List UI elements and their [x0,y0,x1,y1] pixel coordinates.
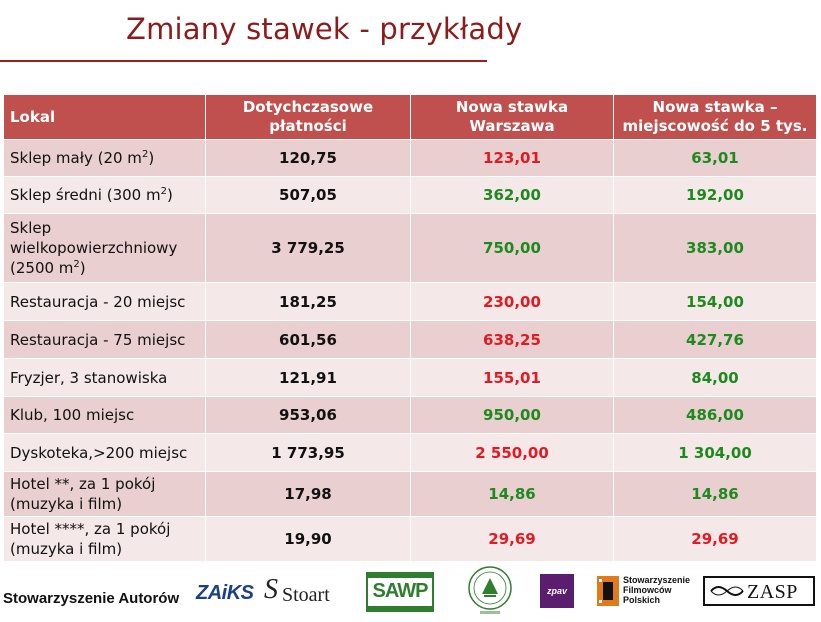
page-title: Zmiany stawek - przykłady [126,12,523,46]
row-warszawa: 2 550,00 [410,433,614,472]
stowarzyszenie-autorow-text: Stowarzyszenie Autorów [3,590,180,607]
row-small-town: 29,69 [613,516,817,562]
row-warszawa: 950,00 [410,396,614,434]
row-old: 121,91 [205,358,411,397]
header-miejscowosc: Nowa stawka – miejscowość do 5 tys. [613,94,817,140]
header-warszawa: Nowa stawka Warszawa [410,94,614,140]
zasp-logo-icon: ZASP [703,576,815,606]
sawp-bottom-bar [368,606,432,610]
title-underline [0,60,487,62]
row-warszawa: 362,00 [410,176,614,214]
row-old: 507,05 [205,176,411,214]
row-name: Hotel ****, za 1 pokój (muzyka i film) [3,516,206,562]
emblem-circle-icon [462,564,518,616]
row-name: Sklep średni (300 m2) [3,176,206,214]
table-row: Sklep średni (300 m2) 507,05 362,00 192,… [3,176,817,214]
row-warszawa: 230,00 [410,282,614,321]
table-row: Dyskoteka,>200 miejsc 1 773,95 2 550,00 … [3,433,817,472]
sawp-logo-text: SAWP [372,580,429,602]
table-row: Sklep wielkopowierzchniowy (2500 m2) 3 779… [3,213,817,283]
row-small-town: 1 304,00 [613,433,817,472]
row-name: Fryzjer, 3 stanowiska [3,358,206,397]
row-small-town: 383,00 [613,213,817,283]
rates-table-container: Lokal Dotychczasowe płatności Nowa stawka… [3,94,817,562]
row-name: Klub, 100 miejsc [3,396,206,434]
row-small-town: 192,00 [613,176,817,214]
row-old: 3 779,25 [205,213,411,283]
row-name: Restauracja - 20 miejsc [3,282,206,321]
row-old: 120,75 [205,139,411,177]
row-small-town: 486,00 [613,396,817,434]
header-dotychczasowe: Dotychczasowe płatności [205,94,411,140]
row-small-town: 63,01 [613,139,817,177]
partner-logos-strip: Stowarzyszenie Autorów ZAiKS S Stoart SA… [0,562,821,622]
row-name: Dyskoteka,>200 miejsc [3,433,206,472]
rates-table: Lokal Dotychczasowe płatności Nowa stawka… [3,94,817,562]
stoart-logo-icon: S Stoart [264,572,340,618]
row-name: Sklep mały (20 m2) [3,139,206,177]
sawp-logo-icon: SAWP [366,572,434,612]
table-row: Restauracja - 20 miejsc 181,25 230,00 15… [3,282,817,321]
zpav-logo-icon: zpav [540,574,574,608]
table-row: Hotel ****, za 1 pokój (muzyka i film) 19… [3,516,817,562]
row-name: Hotel **, za 1 pokój (muzyka i film) [3,471,206,517]
table-row: Hotel **, za 1 pokój (muzyka i film) 17,9… [3,471,817,517]
row-warszawa: 155,01 [410,358,614,397]
table-row: Restauracja - 75 miejsc 601,56 638,25 42… [3,320,817,359]
table-row: Sklep mały (20 m2) 120,75 123,01 63,01 [3,139,817,177]
row-warszawa: 14,86 [410,471,614,517]
row-warszawa: 123,01 [410,139,614,177]
sawp-top-bar [368,574,432,578]
row-old: 953,06 [205,396,411,434]
row-old: 601,56 [205,320,411,359]
table-row: Fryzjer, 3 stanowiska 121,91 155,01 84,0… [3,358,817,397]
row-small-town: 14,86 [613,471,817,517]
stoart-logo-text: Stoart [282,584,330,606]
zasp-ornament-icon [710,586,744,596]
sfp-logo-text: Stowarzyszenie Filmowców Polskich [623,575,691,605]
row-warszawa: 29,69 [410,516,614,562]
sfp-logo-icon: Stowarzyszenie Filmowców Polskich [597,574,691,610]
row-name: Sklep wielkopowierzchniowy (2500 m2) [3,213,206,283]
row-old: 19,90 [205,516,411,562]
table-row: Klub, 100 miejsc 953,06 950,00 486,00 [3,396,817,434]
row-small-town: 154,00 [613,282,817,321]
table-header-row: Lokal Dotychczasowe płatności Nowa stawka… [3,94,817,140]
row-old: 17,98 [205,471,411,517]
row-small-town: 427,76 [613,320,817,359]
row-small-town: 84,00 [613,358,817,397]
zasp-logo-text: ZASP [747,581,798,603]
row-name: Restauracja - 75 miejsc [3,320,206,359]
zaiks-logo: ZAiKS [196,582,254,604]
row-warszawa: 750,00 [410,213,614,283]
row-warszawa: 638,25 [410,320,614,359]
row-old: 1 773,95 [205,433,411,472]
header-lokal: Lokal [3,94,206,140]
sfp-film-icon [597,576,619,606]
stoart-s-mark: S [264,574,278,605]
row-old: 181,25 [205,282,411,321]
